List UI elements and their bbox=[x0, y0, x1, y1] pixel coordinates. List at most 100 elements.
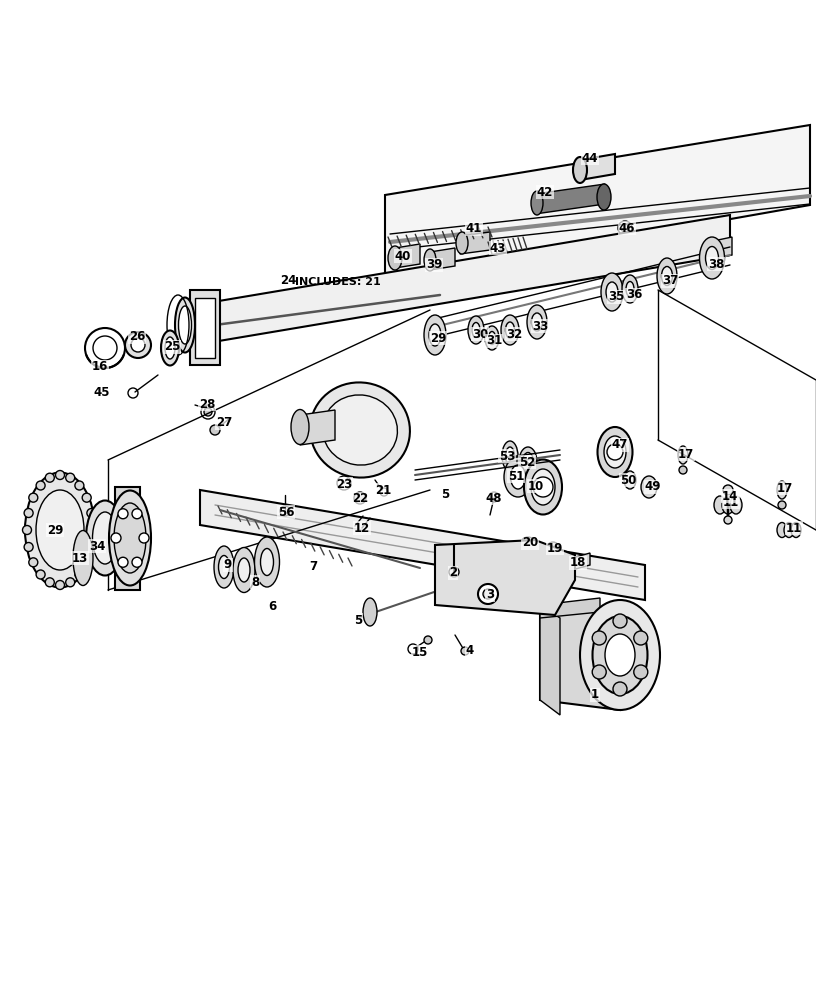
Circle shape bbox=[139, 533, 149, 543]
Circle shape bbox=[592, 631, 606, 645]
Ellipse shape bbox=[291, 410, 309, 444]
Text: 8: 8 bbox=[251, 576, 259, 588]
Ellipse shape bbox=[424, 315, 446, 355]
Text: 53: 53 bbox=[499, 450, 515, 462]
Circle shape bbox=[520, 537, 536, 553]
Ellipse shape bbox=[66, 578, 75, 587]
Ellipse shape bbox=[165, 337, 175, 359]
Ellipse shape bbox=[46, 578, 55, 587]
Ellipse shape bbox=[472, 322, 480, 338]
Text: 10: 10 bbox=[528, 480, 544, 492]
Circle shape bbox=[204, 408, 212, 416]
Ellipse shape bbox=[580, 600, 660, 710]
Polygon shape bbox=[200, 490, 645, 600]
Text: 14: 14 bbox=[722, 489, 738, 502]
Text: 18: 18 bbox=[570, 556, 586, 570]
Ellipse shape bbox=[527, 305, 547, 339]
Text: 7: 7 bbox=[309, 560, 317, 572]
Text: 45: 45 bbox=[94, 386, 110, 399]
Ellipse shape bbox=[86, 542, 96, 551]
Text: 38: 38 bbox=[707, 257, 724, 270]
Ellipse shape bbox=[605, 634, 635, 676]
Polygon shape bbox=[430, 248, 455, 270]
Ellipse shape bbox=[730, 496, 742, 514]
Text: 36: 36 bbox=[626, 288, 642, 302]
Ellipse shape bbox=[531, 469, 555, 505]
Text: 39: 39 bbox=[426, 258, 442, 271]
Ellipse shape bbox=[86, 500, 124, 576]
Text: 32: 32 bbox=[506, 328, 522, 340]
Ellipse shape bbox=[363, 598, 377, 626]
Text: 17: 17 bbox=[678, 448, 694, 460]
Polygon shape bbox=[572, 553, 590, 570]
Text: 51: 51 bbox=[508, 470, 524, 483]
Ellipse shape bbox=[24, 509, 33, 518]
Text: INCLUDES: 21: INCLUDES: 21 bbox=[295, 277, 381, 287]
Circle shape bbox=[48, 518, 72, 542]
Ellipse shape bbox=[86, 509, 96, 518]
Ellipse shape bbox=[679, 466, 687, 474]
Text: 24: 24 bbox=[280, 273, 296, 286]
Polygon shape bbox=[535, 184, 605, 214]
Text: 1: 1 bbox=[591, 688, 599, 702]
Ellipse shape bbox=[777, 522, 787, 538]
Circle shape bbox=[533, 477, 553, 497]
Ellipse shape bbox=[109, 490, 151, 585]
Text: 48: 48 bbox=[486, 491, 503, 504]
Ellipse shape bbox=[468, 316, 484, 344]
Ellipse shape bbox=[662, 266, 672, 286]
Ellipse shape bbox=[699, 237, 725, 279]
Text: 6: 6 bbox=[268, 600, 276, 613]
Circle shape bbox=[724, 516, 732, 524]
Ellipse shape bbox=[505, 447, 515, 465]
Ellipse shape bbox=[36, 570, 45, 579]
Circle shape bbox=[547, 542, 559, 554]
Ellipse shape bbox=[29, 493, 38, 502]
Polygon shape bbox=[540, 600, 620, 710]
Ellipse shape bbox=[522, 452, 534, 472]
Ellipse shape bbox=[238, 558, 250, 582]
Polygon shape bbox=[195, 215, 730, 345]
Text: 43: 43 bbox=[490, 241, 506, 254]
Ellipse shape bbox=[502, 441, 518, 471]
Ellipse shape bbox=[722, 496, 734, 514]
Text: 15: 15 bbox=[412, 646, 428, 658]
Text: 5: 5 bbox=[441, 488, 449, 502]
Circle shape bbox=[118, 509, 128, 519]
Ellipse shape bbox=[29, 558, 38, 567]
Ellipse shape bbox=[573, 157, 587, 183]
Ellipse shape bbox=[66, 473, 75, 482]
Ellipse shape bbox=[706, 246, 719, 269]
Ellipse shape bbox=[36, 490, 84, 570]
Circle shape bbox=[125, 332, 151, 358]
Circle shape bbox=[354, 492, 366, 504]
Ellipse shape bbox=[55, 580, 64, 589]
Ellipse shape bbox=[82, 558, 91, 567]
Ellipse shape bbox=[36, 481, 45, 490]
Text: 47: 47 bbox=[612, 438, 628, 452]
Text: 3: 3 bbox=[486, 588, 494, 601]
Text: 33: 33 bbox=[532, 320, 548, 332]
Ellipse shape bbox=[46, 473, 55, 482]
Ellipse shape bbox=[429, 324, 441, 346]
Ellipse shape bbox=[778, 501, 786, 509]
Ellipse shape bbox=[233, 548, 255, 592]
Ellipse shape bbox=[657, 258, 677, 294]
Text: 27: 27 bbox=[216, 416, 232, 430]
Circle shape bbox=[592, 665, 606, 679]
Text: 20: 20 bbox=[522, 536, 538, 550]
Text: 31: 31 bbox=[486, 334, 502, 348]
Ellipse shape bbox=[73, 530, 93, 585]
Ellipse shape bbox=[388, 246, 402, 270]
Ellipse shape bbox=[604, 436, 626, 468]
Ellipse shape bbox=[592, 616, 648, 694]
Text: 28: 28 bbox=[199, 397, 215, 410]
Ellipse shape bbox=[114, 503, 146, 573]
Text: 50: 50 bbox=[620, 474, 636, 487]
Polygon shape bbox=[300, 410, 335, 445]
Ellipse shape bbox=[75, 481, 84, 490]
Ellipse shape bbox=[23, 526, 32, 534]
Text: 11: 11 bbox=[723, 495, 739, 508]
Polygon shape bbox=[460, 232, 490, 254]
Ellipse shape bbox=[714, 496, 726, 514]
